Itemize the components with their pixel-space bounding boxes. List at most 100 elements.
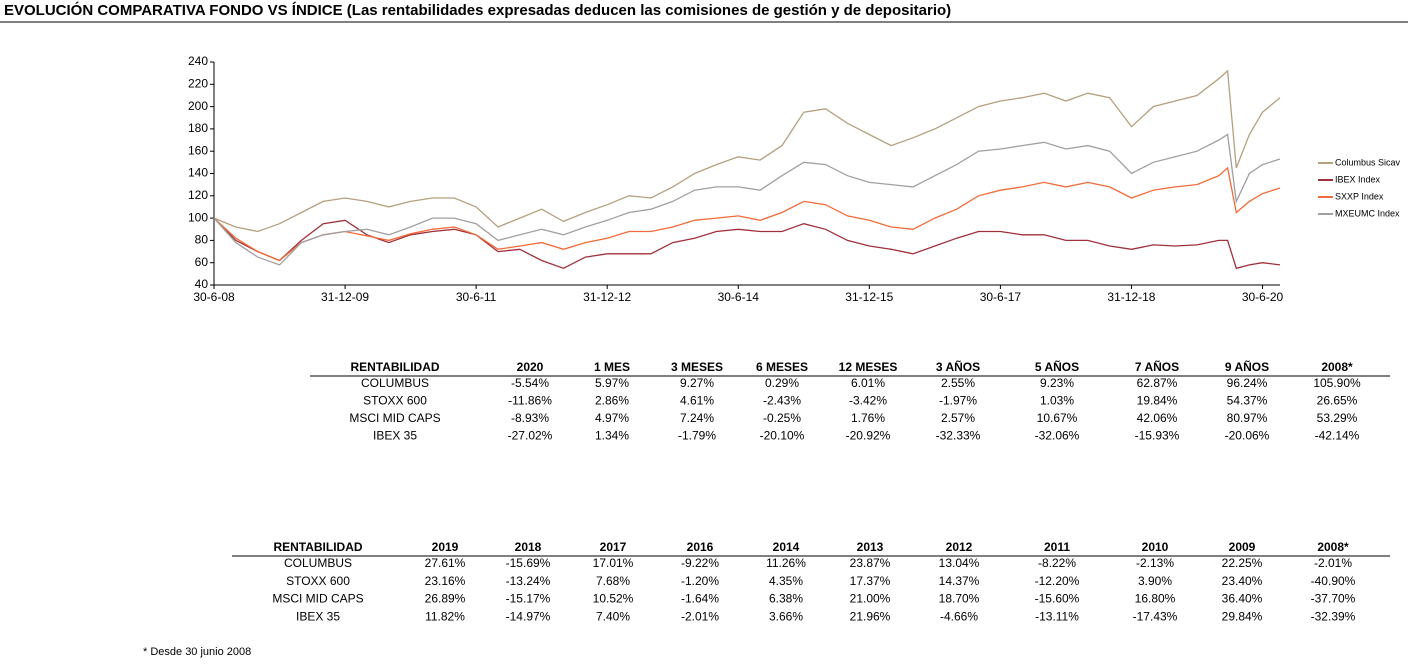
y-tick-label: 180	[188, 121, 208, 135]
table-cell: 10.52%	[593, 592, 634, 606]
table-cell: 2.86%	[595, 394, 629, 408]
table-cell: IBEX 35	[373, 429, 417, 443]
table-cell: 3.66%	[769, 609, 803, 623]
column-header: 2012	[946, 540, 973, 554]
table-cell: -0.25%	[763, 411, 801, 425]
table-cell: -11.86%	[508, 394, 552, 408]
table-cell: -15.69%	[506, 556, 551, 570]
table-cell: 105.90%	[1313, 376, 1361, 390]
table-cell: 54.37%	[1227, 394, 1268, 408]
x-tick-label: 30-6-14	[718, 290, 760, 304]
table-cell: 4.61%	[680, 394, 714, 408]
table-cell: 14.37%	[939, 574, 980, 588]
column-header: 12 MESES	[839, 360, 898, 374]
y-tick-label: 60	[195, 255, 209, 269]
table-cell: 62.87%	[1137, 376, 1178, 390]
table-cell: -32.39%	[1311, 609, 1356, 623]
table-cell: 2.57%	[941, 411, 975, 425]
table-cell: 17.37%	[850, 574, 891, 588]
table-cell: 21.96%	[850, 609, 891, 623]
x-tick-label: 31-12-12	[583, 290, 631, 304]
table-cell: 23.40%	[1222, 574, 1263, 588]
table-cell: COLUMBUS	[361, 376, 429, 390]
table-cell: -20.06%	[1225, 429, 1270, 443]
column-header: 5 AÑOS	[1035, 359, 1079, 374]
y-tick-label: 200	[188, 99, 208, 113]
y-tick-label: 40	[195, 277, 209, 291]
table-cell: 0.29%	[765, 376, 799, 390]
table-cell: 1.34%	[595, 429, 629, 443]
table-cell: 7.24%	[680, 411, 714, 425]
table-cell: -13.24%	[506, 574, 551, 588]
table-cell: -15.93%	[1135, 429, 1180, 443]
table-cell: 9.23%	[1040, 376, 1074, 390]
column-header: 1 MES	[594, 360, 630, 374]
table-cell: STOXX 600	[363, 394, 427, 408]
y-tick-label: 100	[188, 210, 208, 224]
table-cell: 7.40%	[596, 609, 630, 623]
table-cell: -17.43%	[1133, 609, 1178, 623]
column-header: 3 AÑOS	[936, 359, 980, 374]
table-cell: 17.01%	[593, 556, 634, 570]
table-cell: -1.79%	[678, 429, 716, 443]
series-line	[213, 69, 1281, 233]
series-line	[213, 217, 1281, 270]
table-cell: -20.10%	[760, 429, 805, 443]
table-cell: MSCI MID CAPS	[349, 411, 440, 425]
column-header: 2013	[857, 540, 884, 554]
table-cell: 4.97%	[595, 411, 629, 425]
table-cell: -8.22%	[1038, 556, 1076, 570]
x-tick-label: 30-6-11	[456, 290, 497, 304]
table-cell: -2.01%	[681, 609, 719, 623]
column-header: 2011	[1044, 540, 1070, 554]
table-cell: 96.24%	[1227, 376, 1268, 390]
table-cell: 22.25%	[1222, 556, 1263, 570]
table-cell: 21.00%	[850, 592, 891, 606]
table-cell: -3.42%	[849, 394, 887, 408]
table-cell: -2.43%	[763, 394, 801, 408]
y-tick-label: 220	[188, 76, 208, 90]
table-cell: -40.90%	[1311, 574, 1356, 588]
table-cell: 1.03%	[1040, 394, 1074, 408]
legend-label: SXXP Index	[1335, 191, 1384, 201]
table-cell: -4.66%	[940, 609, 978, 623]
table-cell: 18.70%	[939, 592, 980, 606]
table-cell: 80.97%	[1227, 411, 1268, 425]
table-cell: 26.89%	[425, 592, 466, 606]
y-tick-label: 140	[188, 166, 208, 180]
table-cell: -15.17%	[506, 592, 551, 606]
x-tick-label: 30-6-08	[193, 290, 235, 304]
table-cell: -1.20%	[681, 574, 719, 588]
column-header: 3 MESES	[671, 360, 723, 374]
table-cell: 11.82%	[425, 609, 465, 623]
table-cell: -27.02%	[508, 429, 553, 443]
legend-label: MXEUMC Index	[1335, 208, 1400, 218]
table-cell: -42.14%	[1315, 429, 1360, 443]
table-cell: COLUMBUS	[284, 556, 352, 570]
table-cell: 2.55%	[941, 376, 975, 390]
table-cell: 6.01%	[851, 376, 885, 390]
table-cell: 27.61%	[425, 556, 466, 570]
page-title: EVOLUCIÓN COMPARATIVA FONDO VS ÍNDICE (L…	[4, 1, 951, 19]
table-cell: 7.68%	[596, 574, 630, 588]
x-tick-label: 30-6-20	[1242, 290, 1284, 304]
table-cell: -12.20%	[1035, 574, 1080, 588]
table-cell: 16.80%	[1135, 592, 1176, 606]
table-cell: 23.16%	[425, 574, 466, 588]
column-header: 2017	[600, 540, 627, 554]
legend-label: Columbus Sicav	[1335, 157, 1401, 167]
table-cell: IBEX 35	[296, 609, 340, 623]
table-cell: -5.54%	[511, 376, 549, 390]
y-tick-label: 120	[188, 188, 208, 202]
column-header: RENTABILIDAD	[273, 540, 362, 554]
table-cell: -8.93%	[511, 411, 549, 425]
table-cell: 53.29%	[1317, 411, 1358, 425]
column-header: 2009	[1229, 540, 1256, 554]
table-cell: 36.40%	[1222, 592, 1263, 606]
table-cell: 26.65%	[1317, 394, 1358, 408]
footnote: * Desde 30 junio 2008	[143, 646, 251, 658]
table-cell: -14.97%	[506, 609, 551, 623]
table-cell: MSCI MID CAPS	[272, 592, 363, 606]
table-cell: 10.67%	[1037, 411, 1078, 425]
table-cell: 1.76%	[851, 411, 885, 425]
